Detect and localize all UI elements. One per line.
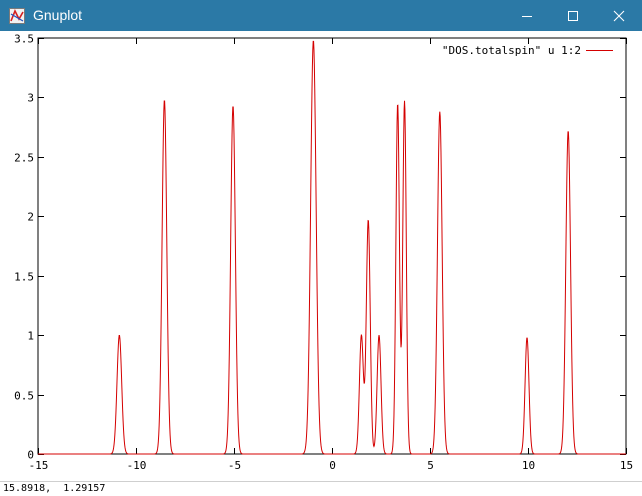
plot-area[interactable]: -15 -10 -5 0 5 10 15 0 0.5 1 1.5 2 2.5 3 3.5 "DOS.tota… bbox=[0, 31, 642, 481]
close-button[interactable] bbox=[596, 0, 642, 31]
plot-border bbox=[37, 37, 627, 455]
axes bbox=[37, 37, 627, 455]
minimize-button[interactable] bbox=[504, 0, 550, 31]
window-title: Gnuplot bbox=[33, 7, 83, 23]
status-bar: 15.8918, 1.29157 bbox=[0, 481, 642, 496]
maximize-button[interactable] bbox=[550, 0, 596, 31]
gnuplot-app-icon[interactable] bbox=[9, 8, 25, 24]
y-tick-label: 1 bbox=[27, 330, 34, 343]
legend-label: "DOS.totalspin" u 1:2 bbox=[442, 44, 581, 57]
ticks: -15 -10 -5 0 5 10 15 0 0.5 1 1.5 2 2.5 3 3.5 bbox=[14, 33, 633, 473]
y-tick-label: 1.5 bbox=[14, 271, 34, 284]
series-line bbox=[38, 40, 626, 455]
series-layer bbox=[38, 40, 626, 455]
x-tick-label: -5 bbox=[228, 459, 241, 472]
title-bar[interactable]: Gnuplot bbox=[0, 0, 642, 31]
y-tick-label: 2.5 bbox=[14, 152, 34, 165]
x-tick-label: -15 bbox=[29, 459, 49, 472]
y-tick-label: 3 bbox=[27, 92, 34, 105]
close-icon bbox=[613, 10, 625, 21]
y-tick-label: 2 bbox=[27, 211, 34, 224]
y-tick-label: 0 bbox=[27, 449, 34, 462]
dos-chart[interactable]: -15 -10 -5 0 5 10 15 0 0.5 1 1.5 2 2.5 3 3.5 "DOS.tota… bbox=[0, 31, 642, 481]
x-tick-label: 5 bbox=[427, 459, 434, 472]
x-tick-label: 0 bbox=[329, 459, 336, 472]
mouse-coordinates: 15.8918, 1.29157 bbox=[3, 483, 106, 494]
maximize-icon bbox=[568, 10, 578, 21]
x-tick-label: 15 bbox=[620, 459, 633, 472]
x-tick-label: -10 bbox=[127, 459, 147, 472]
y-tick-label: 0.5 bbox=[14, 390, 34, 403]
y-tick-label: 3.5 bbox=[14, 33, 34, 46]
x-tick-label: 10 bbox=[522, 459, 535, 472]
minimize-icon bbox=[522, 15, 532, 17]
legend: "DOS.totalspin" u 1:2 bbox=[442, 44, 613, 57]
